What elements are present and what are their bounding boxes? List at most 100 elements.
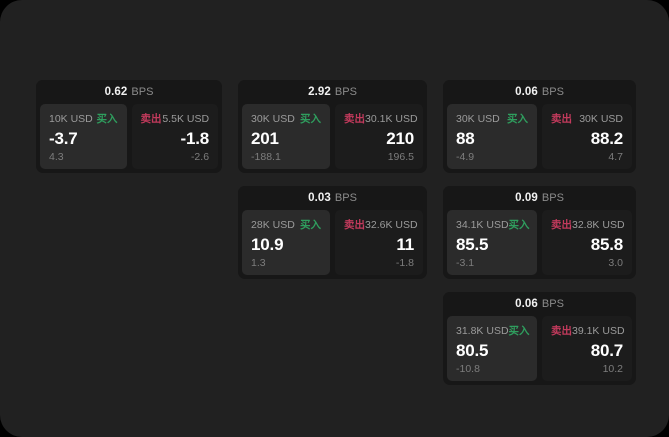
card-body: 10K USD 买入 -3.7 4.3 卖出 5.5K USD -1.8 -2.6 bbox=[36, 104, 222, 173]
sell-size-label: 39.1K USD bbox=[572, 324, 625, 337]
buy-tag[interactable]: 买入 bbox=[508, 219, 530, 231]
quote-column: 0.62 BPS 10K USD 买入 -3.7 4.3 卖出 5.5K USD -1.8 -2.… bbox=[36, 80, 223, 173]
panel-top-row: 卖出 32.8K USD bbox=[551, 218, 625, 232]
sell-delta: 3.0 bbox=[608, 256, 623, 269]
card-body: 28K USD 买入 10.9 1.3 卖出 32.6K USD 11 -1.8 bbox=[238, 210, 427, 279]
sell-size-label: 32.6K USD bbox=[365, 218, 418, 231]
spread-unit: BPS bbox=[541, 192, 564, 204]
buy-panel[interactable]: 31.8K USD 买入 80.5 -10.8 bbox=[447, 316, 537, 381]
buy-tag[interactable]: 买入 bbox=[300, 113, 322, 125]
spread-unit: BPS bbox=[131, 86, 154, 98]
buy-size-label: 28K USD bbox=[251, 218, 295, 231]
buy-panel[interactable]: 28K USD 买入 10.9 1.3 bbox=[242, 210, 331, 275]
buy-tag[interactable]: 买入 bbox=[300, 219, 322, 231]
quote-column: 2.92 BPS 30K USD 买入 201 -188.1 卖出 30.1K USD 210 1… bbox=[238, 80, 427, 279]
sell-size-label: 30K USD bbox=[579, 112, 623, 125]
sell-panel[interactable]: 卖出 39.1K USD 80.7 10.2 bbox=[542, 316, 632, 381]
spread-unit: BPS bbox=[334, 192, 357, 204]
quote-card[interactable]: 2.92 BPS 30K USD 买入 201 -188.1 卖出 30.1K USD 210 1… bbox=[238, 80, 427, 173]
sell-delta: 4.7 bbox=[608, 150, 623, 163]
panel-top-row: 卖出 39.1K USD bbox=[551, 324, 625, 338]
spread-value: 0.06 bbox=[515, 298, 538, 310]
sell-price: 210 bbox=[386, 128, 414, 148]
spread-value: 0.62 bbox=[104, 86, 128, 98]
card-body: 34.1K USD 买入 85.5 -3.1 卖出 32.8K USD 85.8 3.0 bbox=[443, 210, 636, 279]
buy-price: 85.5 bbox=[456, 234, 489, 254]
sell-tag[interactable]: 卖出 bbox=[551, 219, 572, 231]
panel-top-row: 30K USD 买入 bbox=[251, 112, 322, 126]
panel-top-row: 卖出 30K USD bbox=[551, 112, 623, 126]
quote-card[interactable]: 0.06 BPS 30K USD 买入 88 -4.9 卖出 30K USD 88.2 4.7 bbox=[443, 80, 636, 173]
quote-card[interactable]: 0.62 BPS 10K USD 买入 -3.7 4.3 卖出 5.5K USD -1.8 -2.… bbox=[36, 80, 223, 173]
sell-tag[interactable]: 卖出 bbox=[344, 219, 366, 231]
card-spread-header: 0.06 BPS bbox=[443, 80, 636, 104]
card-spread-header: 0.62 BPS bbox=[36, 80, 223, 104]
buy-price: 201 bbox=[251, 128, 279, 148]
sell-size-label: 5.5K USD bbox=[162, 112, 210, 125]
buy-delta: -4.9 bbox=[456, 150, 475, 163]
quote-card[interactable]: 0.03 BPS 28K USD 买入 10.9 1.3 卖出 32.6K USD 11 -1.8 bbox=[238, 186, 427, 279]
buy-delta: 4.3 bbox=[49, 150, 64, 163]
sell-price: 88.2 bbox=[590, 128, 623, 148]
panel-top-row: 31.8K USD 买入 bbox=[456, 324, 530, 338]
quote-board: 0.62 BPS 10K USD 买入 -3.7 4.3 卖出 5.5K USD -1.8 -2.… bbox=[36, 80, 636, 385]
card-spread-header: 0.06 BPS bbox=[443, 292, 636, 316]
buy-delta: -10.8 bbox=[456, 362, 480, 375]
panel-top-row: 34.1K USD 买入 bbox=[456, 218, 530, 232]
card-spread-header: 0.09 BPS bbox=[443, 186, 636, 210]
sell-size-label: 30.1K USD bbox=[365, 112, 418, 125]
sell-panel[interactable]: 卖出 30.1K USD 210 196.5 bbox=[335, 104, 423, 169]
sell-delta: -1.8 bbox=[395, 256, 414, 269]
quote-card[interactable]: 0.09 BPS 34.1K USD 买入 85.5 -3.1 卖出 32.8K USD 85.… bbox=[443, 186, 636, 279]
card-spread-header: 2.92 BPS bbox=[238, 80, 427, 104]
sell-tag[interactable]: 卖出 bbox=[344, 113, 366, 125]
sell-delta: 10.2 bbox=[602, 362, 623, 375]
sell-panel[interactable]: 卖出 32.6K USD 11 -1.8 bbox=[335, 210, 423, 275]
panel-top-row: 30K USD 买入 bbox=[456, 112, 528, 126]
buy-panel[interactable]: 10K USD 买入 -3.7 4.3 bbox=[40, 104, 127, 169]
spread-value: 0.09 bbox=[515, 192, 538, 204]
sell-size-label: 32.8K USD bbox=[572, 218, 625, 231]
buy-size-label: 30K USD bbox=[456, 112, 500, 125]
panel-top-row: 28K USD 买入 bbox=[251, 218, 322, 232]
sell-price: 11 bbox=[396, 234, 414, 254]
sell-price: 85.8 bbox=[590, 234, 623, 254]
buy-price: 10.9 bbox=[251, 234, 284, 254]
spread-unit: BPS bbox=[541, 86, 564, 98]
buy-tag[interactable]: 买入 bbox=[508, 325, 530, 337]
buy-panel[interactable]: 30K USD 买入 88 -4.9 bbox=[447, 104, 537, 169]
sell-tag[interactable]: 卖出 bbox=[140, 113, 162, 125]
sell-panel[interactable]: 卖出 30K USD 88.2 4.7 bbox=[542, 104, 632, 169]
sell-panel[interactable]: 卖出 5.5K USD -1.8 -2.6 bbox=[131, 104, 219, 169]
spread-unit: BPS bbox=[334, 86, 357, 98]
card-body: 31.8K USD 买入 80.5 -10.8 卖出 39.1K USD 80.7 10.2 bbox=[443, 316, 636, 385]
buy-size-label: 34.1K USD bbox=[456, 218, 509, 231]
panel-top-row: 10K USD 买入 bbox=[49, 112, 118, 126]
buy-price: 88 bbox=[456, 128, 475, 148]
panel-top-row: 卖出 32.6K USD bbox=[344, 218, 418, 232]
buy-panel[interactable]: 30K USD 买入 201 -188.1 bbox=[242, 104, 331, 169]
spread-value: 2.92 bbox=[308, 86, 331, 98]
sell-panel[interactable]: 卖出 32.8K USD 85.8 3.0 bbox=[542, 210, 632, 275]
buy-tag[interactable]: 买入 bbox=[96, 113, 118, 125]
buy-delta: -3.1 bbox=[456, 256, 475, 269]
spread-value: 0.03 bbox=[308, 192, 331, 204]
card-body: 30K USD 买入 201 -188.1 卖出 30.1K USD 210 196.5 bbox=[238, 104, 427, 173]
card-body: 30K USD 买入 88 -4.9 卖出 30K USD 88.2 4.7 bbox=[443, 104, 636, 173]
panel-top-row: 卖出 30.1K USD bbox=[344, 112, 418, 126]
sell-tag[interactable]: 卖出 bbox=[551, 325, 572, 337]
sell-tag[interactable]: 卖出 bbox=[551, 113, 572, 125]
sell-delta: 196.5 bbox=[387, 150, 414, 163]
buy-size-label: 30K USD bbox=[251, 112, 295, 125]
buy-tag[interactable]: 买入 bbox=[507, 113, 528, 125]
buy-panel[interactable]: 34.1K USD 买入 85.5 -3.1 bbox=[447, 210, 537, 275]
card-spread-header: 0.03 BPS bbox=[238, 186, 427, 210]
buy-price: -3.7 bbox=[49, 128, 78, 148]
quote-card[interactable]: 0.06 BPS 31.8K USD 买入 80.5 -10.8 卖出 39.1K USD 80… bbox=[443, 292, 636, 385]
buy-delta: 1.3 bbox=[251, 256, 266, 269]
spread-unit: BPS bbox=[541, 298, 564, 310]
panel-top-row: 卖出 5.5K USD bbox=[140, 112, 210, 126]
buy-price: 80.5 bbox=[456, 340, 489, 360]
sell-price: -1.8 bbox=[180, 128, 210, 148]
